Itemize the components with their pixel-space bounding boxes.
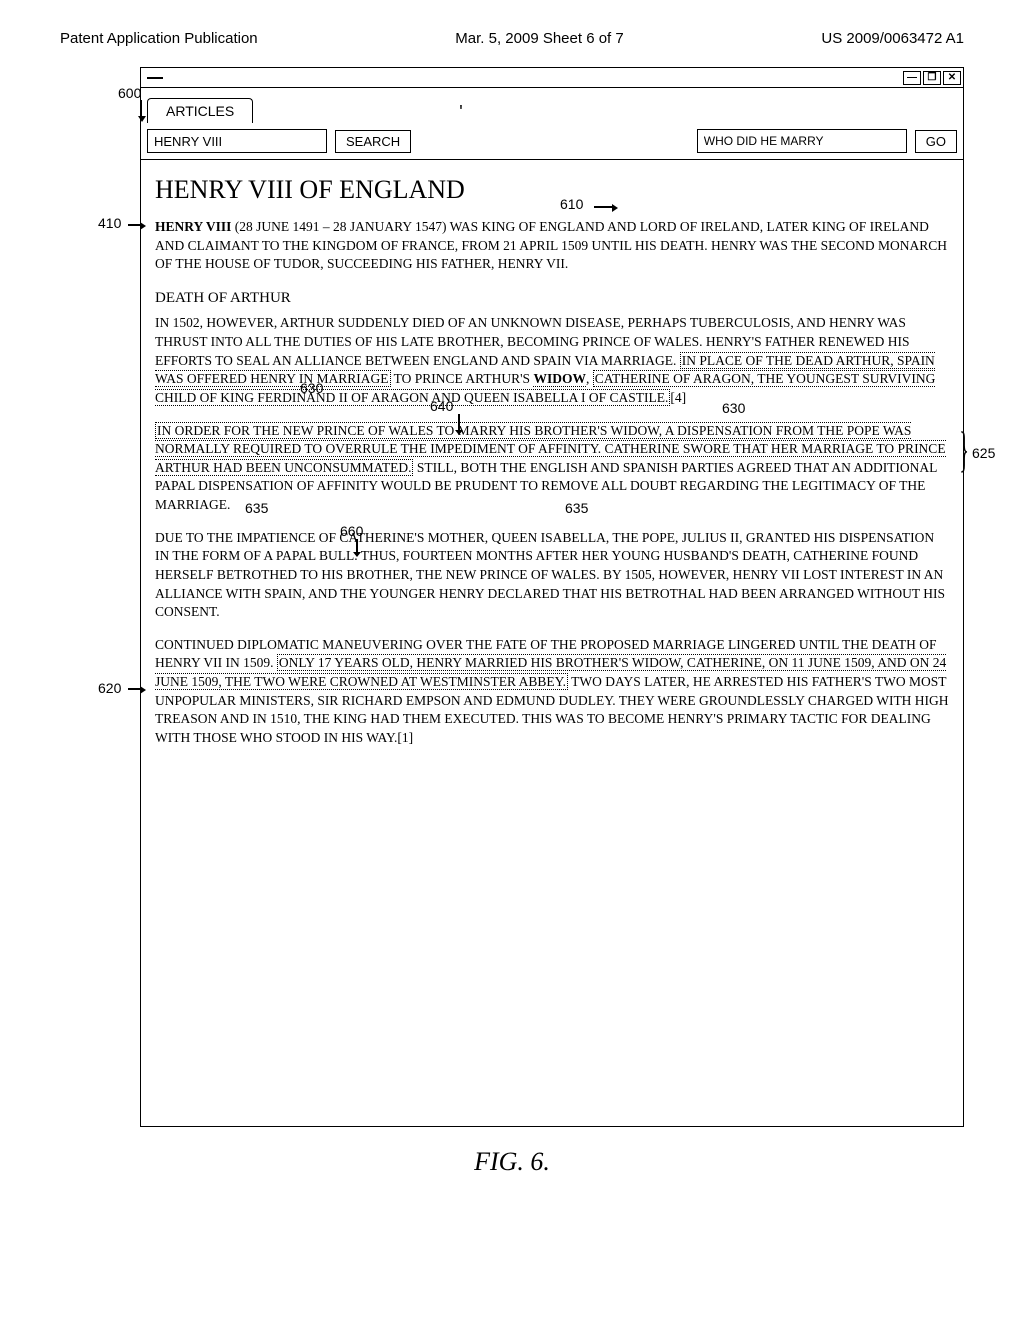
paragraph-2: IN 1502, HOWEVER, ARTHUR SUDDENLY DIED O… bbox=[155, 314, 949, 407]
callout-410: 410 bbox=[98, 215, 121, 231]
search-input[interactable] bbox=[147, 129, 327, 153]
p2-b: TO PRINCE ARTHUR'S bbox=[394, 371, 534, 386]
callout-600: 600 bbox=[118, 85, 141, 101]
widow-1: WIDOW bbox=[533, 371, 586, 387]
subheading-death-of-arthur: DEATH OF ARTHUR bbox=[155, 288, 949, 309]
article-title: HENRY VIII OF ENGLAND bbox=[155, 172, 949, 208]
tab-articles[interactable]: ARTICLES bbox=[147, 98, 253, 123]
paragraph-4: DUE TO THE IMPATIENCE OF CATHERINE'S MOT… bbox=[155, 529, 949, 622]
paragraph-3: IN ORDER FOR THE NEW PRINCE OF WALES TO … bbox=[155, 422, 949, 515]
p2-ref: [4] bbox=[670, 390, 686, 405]
app-window: — ❐ ✕ ARTICLES ' SEARCH GO HENRY VIII OF… bbox=[140, 67, 964, 1127]
figure-caption: FIG. 6. bbox=[0, 1147, 1024, 1177]
header-center: Mar. 5, 2009 Sheet 6 of 7 bbox=[455, 30, 623, 47]
titlebar: — ❐ ✕ bbox=[141, 68, 963, 88]
page-header: Patent Application Publication Mar. 5, 2… bbox=[0, 0, 1024, 57]
tabs-row: ARTICLES ' bbox=[141, 88, 963, 123]
paragraph-5: CONTINUED DIPLOMATIC MANEUVERING OVER TH… bbox=[155, 636, 949, 748]
minimize-button[interactable]: — bbox=[903, 71, 921, 85]
intro-rest: (28 JUNE 1491 – 28 JANUARY 1547) WAS KIN… bbox=[155, 219, 947, 271]
header-left: Patent Application Publication bbox=[60, 30, 258, 47]
intro-paragraph: HENRY VIII (28 JUNE 1491 – 28 JANUARY 15… bbox=[155, 218, 949, 274]
intro-bold: HENRY VIII bbox=[155, 219, 231, 234]
maximize-button[interactable]: ❐ bbox=[923, 71, 941, 85]
stray-mark: ' bbox=[459, 102, 462, 123]
question-input[interactable] bbox=[697, 129, 907, 153]
subheading-text: DEATH OF ARTHUR bbox=[155, 290, 291, 306]
p2-c: , bbox=[586, 371, 593, 386]
window-controls: — ❐ ✕ bbox=[903, 71, 961, 85]
callout-625: 625 bbox=[972, 445, 995, 461]
header-right: US 2009/0063472 A1 bbox=[821, 30, 964, 47]
callout-620: 620 bbox=[98, 680, 121, 696]
go-button[interactable]: GO bbox=[915, 130, 957, 153]
titlebar-dash bbox=[147, 77, 163, 79]
close-button[interactable]: ✕ bbox=[943, 71, 961, 85]
article-content: HENRY VIII OF ENGLAND HENRY VIII (28 JUN… bbox=[141, 159, 963, 1126]
search-button[interactable]: SEARCH bbox=[335, 130, 411, 153]
search-row: SEARCH GO bbox=[141, 123, 963, 159]
